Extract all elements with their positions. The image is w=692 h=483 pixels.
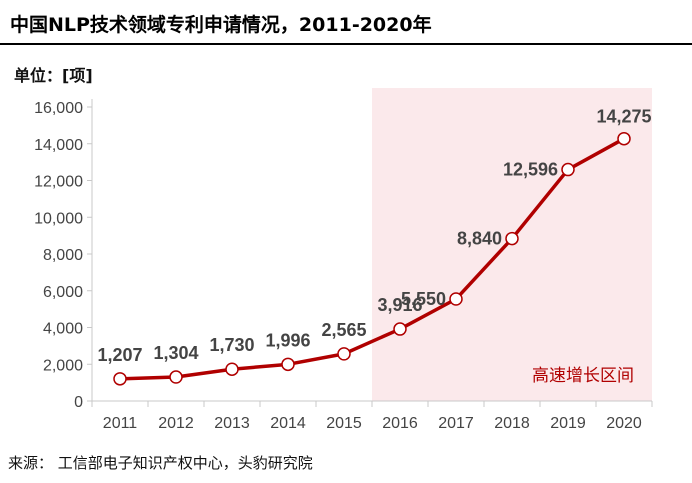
data-label: 5,550 [401, 289, 446, 309]
x-tick-label: 2017 [438, 415, 474, 432]
x-tick-label: 2018 [494, 415, 530, 432]
y-tick-label: 6,000 [43, 284, 83, 301]
unit-label: 单位：[项] [14, 66, 93, 85]
y-tick-label: 12,000 [34, 174, 83, 191]
data-label: 14,275 [596, 107, 651, 127]
data-label: 12,596 [503, 160, 558, 180]
chart-title: 中国NLP技术领域专利申请情况，2011-2020年 [10, 14, 432, 36]
x-tick-label: 2012 [158, 415, 194, 432]
x-tick-label: 2014 [270, 415, 306, 432]
y-tick-label: 4,000 [43, 321, 83, 338]
data-label: 1,207 [97, 345, 142, 365]
data-label: 3,916 [377, 295, 422, 315]
data-point [225, 362, 239, 376]
x-tick-label: 2016 [382, 415, 418, 432]
data-point [337, 347, 351, 361]
data-point [169, 370, 183, 384]
x-tick-label: 2020 [606, 415, 642, 432]
data-point [281, 357, 295, 372]
data-point [393, 322, 407, 336]
data-point [113, 372, 127, 386]
data-label: 2,565 [321, 320, 366, 340]
data-point [561, 162, 575, 177]
y-tick-label: 2,000 [43, 357, 83, 374]
highlight-label: 高速增长区间 [532, 366, 634, 386]
data-label: 1,996 [265, 330, 310, 350]
source-note: 来源： 工信部电子知识产权中心，头豹研究院 [8, 454, 313, 472]
data-point [617, 131, 631, 146]
data-label: 8,840 [457, 229, 502, 249]
y-tick-label: 16,000 [34, 100, 83, 117]
x-tick-label: 2019 [550, 415, 586, 432]
y-tick-label: 10,000 [34, 210, 83, 227]
title-divider [0, 43, 692, 45]
data-point [505, 231, 519, 246]
y-tick-label: 14,000 [34, 137, 83, 154]
series-line [118, 136, 626, 381]
data-label: 1,304 [153, 343, 198, 363]
y-tick-label: 0 [74, 394, 83, 411]
data-point [449, 292, 463, 306]
y-tick-label: 8,000 [43, 247, 83, 264]
x-tick-label: 2011 [103, 415, 138, 432]
x-tick-label: 2015 [326, 415, 362, 432]
data-label: 1,730 [209, 335, 254, 355]
x-tick-label: 2013 [214, 415, 250, 432]
